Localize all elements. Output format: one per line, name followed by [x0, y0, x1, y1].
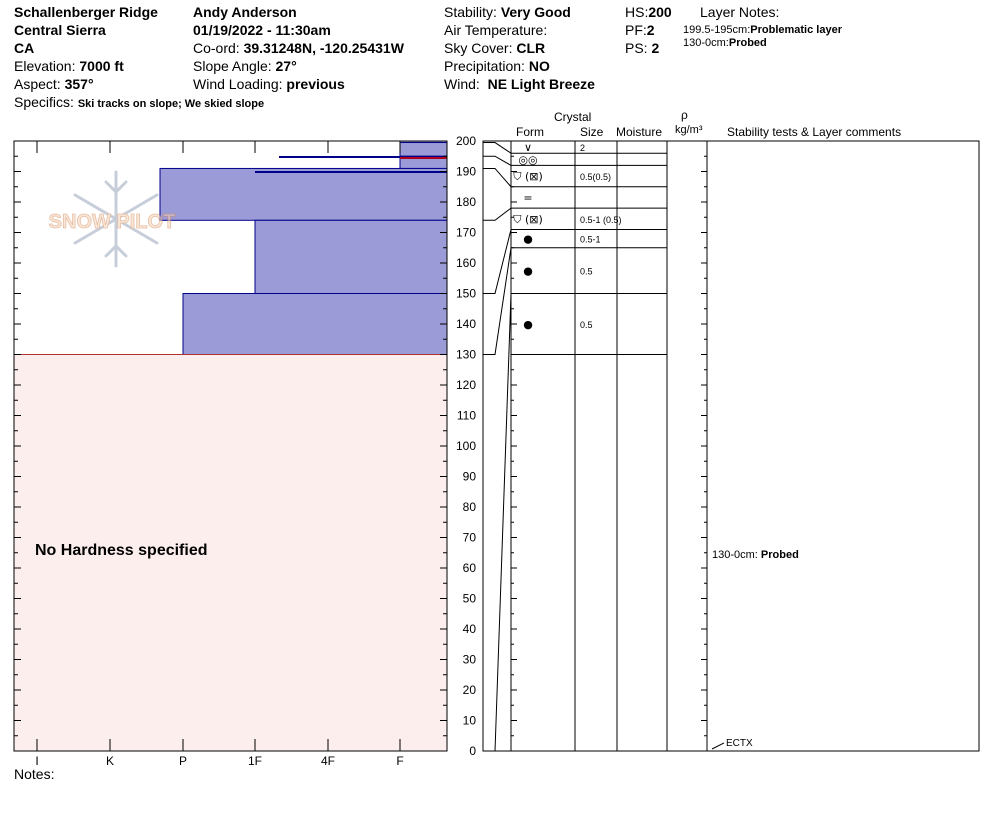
- location-name: Schallenberger Ridge: [14, 4, 158, 20]
- height-tick-label: 150: [456, 287, 476, 301]
- layer-connector: [483, 167, 512, 188]
- density-unit-header: kg/m³: [675, 124, 703, 136]
- grain-size-label: 0.5: [580, 320, 593, 330]
- hardness-tick-label: K: [106, 754, 114, 768]
- stability-test-label: ECTX: [726, 738, 753, 749]
- no-hardness-label: No Hardness specified: [35, 542, 208, 559]
- hardness-layer-bar: [254, 219, 448, 294]
- layer-comments: 130-0cm: Probed ECTX: [711, 549, 799, 750]
- layer-note-1: 199.5-195cm:Problematic layer: [683, 24, 842, 36]
- pf: PF:2: [625, 22, 655, 38]
- height-tick-label: 190: [456, 165, 476, 179]
- grain-form-symbol: ●: [523, 233, 533, 246]
- height-tick-label: 160: [456, 256, 476, 270]
- layer-connector: [483, 142, 512, 154]
- hardness-layers: [13, 140, 448, 752]
- hardness-frame: [13, 140, 448, 752]
- height-tick-label: 170: [456, 226, 476, 240]
- layer-connector: [483, 293, 512, 752]
- elevation: Elevation: 7000 ft: [14, 58, 124, 74]
- layer-comment: 130-0cm: Probed: [712, 549, 799, 561]
- grain-form-symbol: ⛉ (⊠): [513, 170, 543, 183]
- grain-form-symbol: ●: [523, 265, 533, 278]
- height-tick-label: 70: [463, 531, 477, 545]
- layer-connector: [483, 155, 512, 166]
- hardness-layer-bar: [159, 167, 448, 221]
- observer: Andy Anderson: [193, 4, 297, 20]
- hs: HS:200: [625, 4, 672, 20]
- moisture-header: Moisture: [616, 125, 663, 139]
- grain-table-frame: [482, 140, 980, 752]
- grain-size-label: 0.5(0.5): [580, 172, 611, 182]
- height-tick-label: 80: [463, 500, 477, 514]
- height-tick-label: 20: [463, 683, 477, 697]
- height-tick-label: 90: [463, 470, 477, 484]
- height-axis: 0 10 20 30 40 50 60 70 80 90 100 110 120 130 140 150 160…: [456, 134, 476, 758]
- grain-size-label: 0.5-1: [580, 235, 601, 245]
- hardness-tick-label: 1F: [248, 754, 262, 768]
- grain-form-symbol: ◎◎: [518, 153, 537, 166]
- height-tick-label: 130: [456, 348, 476, 362]
- air-temperature: Air Temperature:: [444, 22, 548, 38]
- height-tick-label: 60: [463, 561, 477, 575]
- specifics: Specifics: Ski tracks on slope; We skied…: [14, 94, 265, 110]
- layer-notes-title: Layer Notes:: [700, 4, 780, 20]
- comments-header: Stability tests & Layer comments: [727, 125, 902, 139]
- hardness-axis: I K P 1F 4F F: [35, 754, 403, 768]
- height-tick-label: 120: [456, 378, 476, 392]
- stability: Stability: Very Good: [444, 4, 571, 20]
- ps: PS: 2: [625, 40, 660, 56]
- wind-loading: Wind Loading: previous: [193, 76, 345, 92]
- unknown-hardness-layer: [13, 354, 448, 752]
- rho-header: ρ: [681, 108, 688, 122]
- height-tick-label: 110: [457, 409, 476, 423]
- grain-rows: ∨ 2 ◎◎ ⛉ (⊠) 0.5(0.5) = ⛉ (⊠) 0.5-1 (0.5) ● 0.5-1…: [483, 141, 667, 752]
- state: CA: [14, 40, 35, 56]
- aspect: Aspect: 357°: [14, 76, 94, 92]
- grain-form-symbol: =: [523, 191, 532, 204]
- grain-table-border: [482, 140, 980, 752]
- height-tick-label: 30: [463, 653, 477, 667]
- snowpilot-logo: SNOW PILOT: [48, 170, 176, 268]
- datetime: 01/19/2022 - 11:30am: [193, 22, 331, 38]
- sky-cover: Sky Cover: CLR: [444, 40, 546, 56]
- layer-connector: [483, 229, 512, 294]
- hardness-layer-bar: [182, 293, 448, 355]
- grain-size-label: 2: [580, 143, 585, 153]
- hardness-tick-label: P: [179, 754, 187, 768]
- hardness-layer-bar: [399, 142, 448, 157]
- crystal-header: Crystal: [554, 110, 592, 124]
- height-tick-label: 200: [456, 134, 476, 148]
- grain-form-symbol: ⛉ (⊠): [513, 213, 543, 226]
- mountain-range: Central Sierra: [14, 22, 106, 38]
- grain-form-symbol: ∨: [524, 141, 532, 154]
- wind: Wind: NE Light Breeze: [444, 76, 595, 92]
- height-tick-label: 0: [469, 744, 476, 758]
- height-tick-label: 100: [456, 439, 476, 453]
- layer-connector: [483, 207, 512, 221]
- grain-form-symbol: ●: [523, 318, 533, 331]
- height-tick-label: 50: [463, 592, 477, 606]
- layer-note-2: 130-0cm:Probed: [683, 37, 767, 49]
- size-header: Size: [580, 125, 604, 139]
- stability-test-pointer: [711, 742, 725, 750]
- layer-connector: [483, 247, 512, 355]
- height-tick-label: 10: [463, 714, 477, 728]
- coordinates: Co-ord: 39.31248N, -120.25431W: [193, 40, 404, 56]
- hardness-tick-label: 4F: [321, 754, 335, 768]
- svg-text:SNOW PILOT: SNOW PILOT: [49, 211, 176, 233]
- grain-size-label: 0.5: [580, 267, 593, 277]
- grain-size-label: 0.5-1 (0.5): [580, 215, 622, 225]
- notes-label: Notes:: [14, 766, 55, 782]
- height-tick-label: 40: [463, 622, 477, 636]
- hardness-tick-label: I: [35, 754, 38, 768]
- hardness-tick-label: F: [396, 754, 403, 768]
- form-header: Form: [516, 125, 544, 139]
- height-tick-label: 180: [456, 195, 476, 209]
- slope-angle: Slope Angle: 27°: [193, 58, 297, 74]
- precipitation: Precipitation: NO: [444, 58, 550, 74]
- height-tick-label: 140: [456, 317, 476, 331]
